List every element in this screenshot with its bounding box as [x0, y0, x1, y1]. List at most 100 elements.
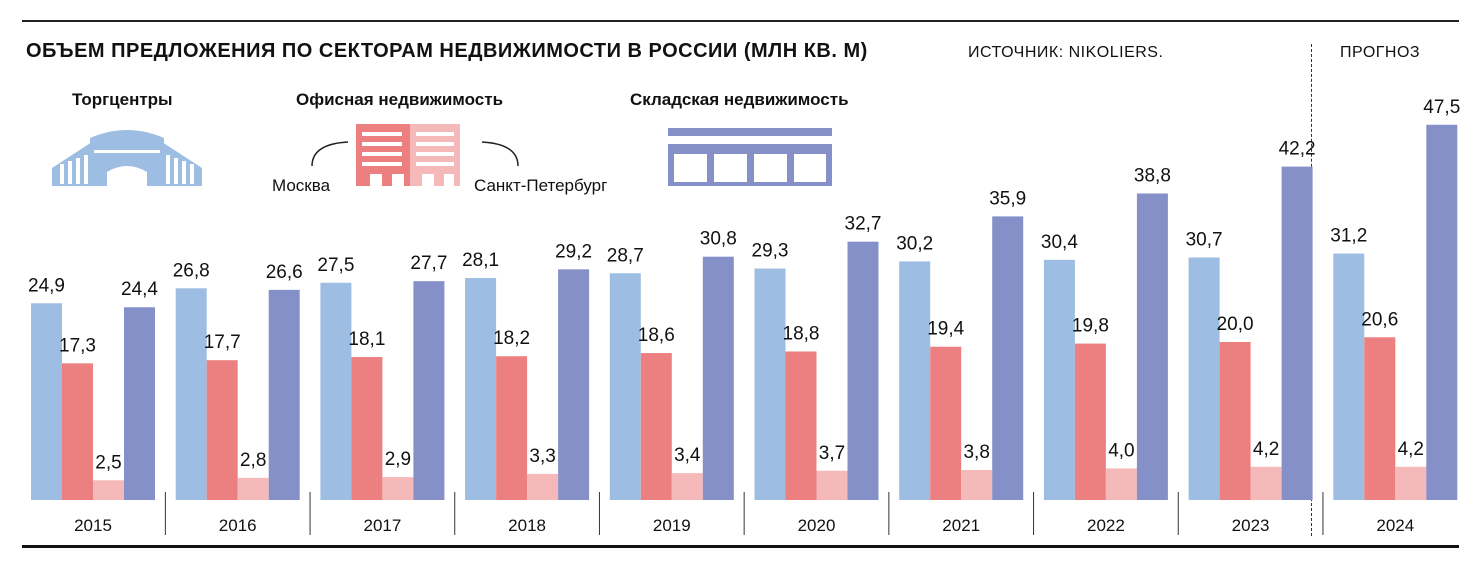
year-label-2023: 2023: [1232, 516, 1270, 535]
year-label-2016: 2016: [219, 516, 257, 535]
source-note: ИСТОЧНИК: NIKOLIERS.: [968, 44, 1164, 61]
data-label-spb-2023: 4,2: [1253, 439, 1279, 460]
bar-moscow-2023: [1219, 342, 1251, 500]
office-icon: [311, 124, 519, 186]
data-label-moscow-2020: 18,8: [783, 323, 820, 344]
bar-warehouses-2017: [413, 281, 445, 500]
year-label-2021: 2021: [942, 516, 980, 535]
data-label-moscow-2016: 17,7: [204, 332, 241, 353]
data-label-warehouses-2023: 42,2: [1279, 139, 1316, 160]
year-label-2018: 2018: [508, 516, 546, 535]
bar-warehouses-2024: [1426, 124, 1458, 500]
data-label-spb-2021: 3,8: [963, 442, 989, 463]
bar-spb-2016: [237, 477, 269, 500]
warehouse-icon: [668, 128, 832, 186]
data-label-warehouses-2021: 35,9: [989, 188, 1026, 209]
year-label-2024: 2024: [1376, 516, 1414, 535]
forecast-label: ПРОГНОЗ: [1340, 44, 1421, 61]
data-label-malls-2016: 26,8: [173, 260, 210, 281]
bar-malls-2018: [465, 278, 497, 500]
bar-spb-2017: [382, 477, 414, 500]
bar-malls-2020: [754, 268, 786, 500]
data-label-spb-2020: 3,7: [819, 443, 845, 464]
year-label-2017: 2017: [363, 516, 401, 535]
bar-malls-2019: [609, 273, 641, 500]
data-label-spb-2016: 2,8: [240, 450, 266, 471]
data-label-moscow-2017: 18,1: [348, 329, 385, 350]
data-label-malls-2017: 27,5: [317, 255, 354, 276]
data-label-spb-2024: 4,2: [1398, 439, 1424, 460]
data-label-moscow-2022: 19,8: [1072, 316, 1109, 337]
data-label-moscow-2019: 18,6: [638, 325, 675, 346]
bar-warehouses-2019: [702, 256, 734, 500]
bar-moscow-2018: [496, 356, 528, 500]
year-label-2022: 2022: [1087, 516, 1125, 535]
bar-moscow-2016: [206, 360, 238, 500]
bar-spb-2023: [1250, 466, 1282, 500]
data-label-warehouses-2018: 29,2: [555, 241, 592, 262]
bar-malls-2015: [31, 303, 62, 500]
data-label-warehouses-2016: 26,6: [266, 262, 303, 283]
bar-warehouses-2021: [992, 216, 1024, 500]
data-label-warehouses-2017: 27,7: [410, 253, 447, 274]
data-label-malls-2024: 31,2: [1330, 226, 1367, 247]
data-label-warehouses-2022: 38,8: [1134, 165, 1171, 186]
bar-moscow-2022: [1074, 343, 1106, 500]
data-label-spb-2015: 2,5: [95, 452, 121, 473]
bar-warehouses-2018: [558, 269, 590, 500]
data-label-moscow-2018: 18,2: [493, 328, 530, 349]
data-label-moscow-2023: 20,0: [1217, 314, 1254, 335]
bar-spb-2015: [93, 480, 124, 500]
bar-malls-2023: [1188, 257, 1220, 500]
data-label-malls-2021: 30,2: [896, 233, 933, 254]
data-label-spb-2017: 2,9: [385, 449, 411, 470]
bar-spb-2018: [527, 473, 559, 500]
bar-spb-2021: [961, 469, 993, 500]
bar-moscow-2017: [351, 357, 383, 500]
bar-spb-2020: [816, 470, 848, 500]
data-label-spb-2019: 3,4: [674, 445, 701, 466]
bar-moscow-2021: [930, 346, 962, 500]
bar-moscow-2020: [785, 351, 817, 500]
bar-spb-2022: [1105, 468, 1137, 500]
data-label-moscow-2015: 17,3: [59, 335, 96, 356]
chart-title: ОБЪЕМ ПРЕДЛОЖЕНИЯ ПО СЕКТОРАМ НЕДВИЖИМОС…: [26, 40, 868, 62]
year-label-2015: 2015: [74, 516, 112, 535]
bar-malls-2016: [175, 288, 207, 500]
legend-offices-label: Офисная недвижимость: [296, 90, 504, 109]
data-label-warehouses-2024: 47,5: [1423, 97, 1460, 118]
data-label-malls-2018: 28,1: [462, 250, 499, 271]
bar-malls-2021: [899, 261, 931, 500]
top-rule: [22, 20, 1459, 22]
legend-warehouses-label: Складская недвижимость: [630, 90, 849, 109]
bar-malls-2017: [320, 282, 352, 500]
legend-moscow-label: Москва: [272, 176, 331, 195]
data-label-malls-2022: 30,4: [1041, 232, 1078, 253]
data-label-malls-2019: 28,7: [607, 245, 644, 266]
data-label-malls-2020: 29,3: [752, 241, 789, 262]
data-label-malls-2023: 30,7: [1186, 229, 1223, 250]
bar-warehouses-2022: [1136, 193, 1168, 501]
mall-icon: [52, 130, 202, 186]
data-label-malls-2015: 24,9: [28, 275, 65, 296]
legend-spb-label: Санкт-Петербург: [474, 176, 608, 195]
bar-spb-2024: [1395, 466, 1427, 500]
legend-malls-label: Торгцентры: [72, 90, 173, 109]
bottom-rule: [22, 545, 1459, 548]
data-label-spb-2018: 3,3: [529, 446, 555, 467]
year-label-2020: 2020: [798, 516, 836, 535]
bar-spb-2019: [671, 473, 703, 500]
bar-moscow-2015: [62, 363, 93, 500]
data-label-warehouses-2019: 30,8: [700, 229, 737, 250]
bar-warehouses-2020: [847, 241, 879, 501]
bar-moscow-2024: [1364, 337, 1396, 500]
bar-malls-2022: [1043, 259, 1075, 500]
year-label-2019: 2019: [653, 516, 691, 535]
data-label-moscow-2024: 20,6: [1361, 309, 1398, 330]
bar-warehouses-2015: [124, 307, 155, 500]
data-label-spb-2022: 4,0: [1108, 440, 1134, 461]
data-label-moscow-2021: 19,4: [927, 319, 964, 340]
data-label-warehouses-2015: 24,4: [121, 279, 158, 300]
bar-warehouses-2023: [1281, 166, 1313, 500]
